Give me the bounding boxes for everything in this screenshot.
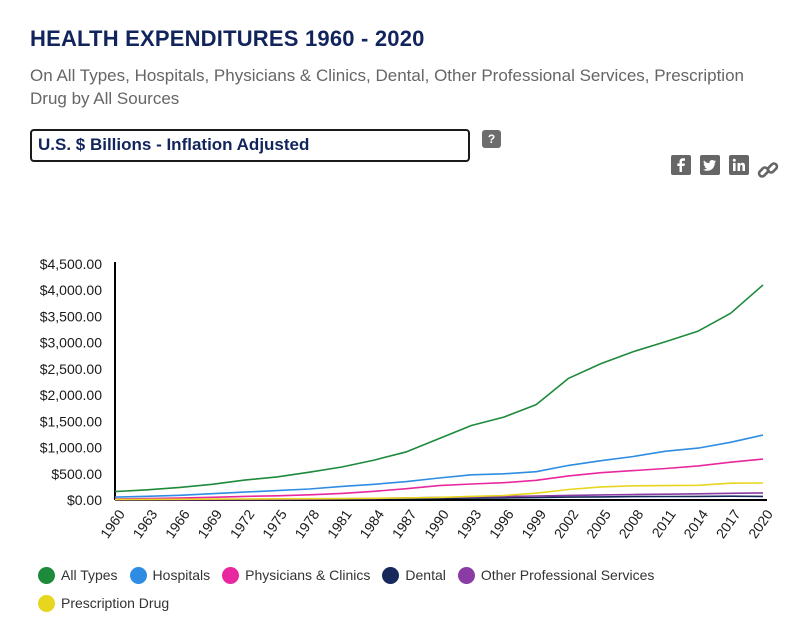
legend-label: Prescription Drug — [61, 595, 170, 611]
y-tick-label: $0.00 — [67, 492, 102, 508]
legend-marker — [457, 566, 475, 584]
legend-label: Physicians & Clinics — [245, 567, 371, 583]
x-tick-label: 2005 — [583, 506, 614, 541]
x-tick-label: 1999 — [518, 506, 549, 541]
legend-label: All Types — [61, 567, 118, 583]
help-button[interactable]: ? — [482, 130, 501, 148]
x-tick-label: 1960 — [97, 506, 128, 541]
x-tick-label: 1972 — [227, 506, 258, 541]
x-tick-label: 2008 — [615, 506, 646, 541]
link-icon[interactable] — [756, 158, 780, 182]
series-line-1 — [114, 434, 764, 498]
x-tick-label: 1978 — [291, 506, 322, 541]
chart-legend: All Types Hospitals Physicians & Clinics De… — [38, 566, 778, 622]
x-tick-label: 1975 — [259, 506, 290, 541]
x-tick-label: 1966 — [162, 506, 193, 541]
measure-select[interactable]: U.S. $ Billions - Inflation Adjusted — [30, 129, 470, 162]
y-tick-label: $1,500.00 — [40, 413, 102, 429]
facebook-icon[interactable] — [671, 155, 691, 175]
y-tick-label: $3,500.00 — [40, 308, 102, 324]
x-tick-label: 2011 — [648, 506, 678, 540]
y-tick-label: $2,500.00 — [40, 361, 102, 377]
series-line-5 — [114, 482, 764, 501]
y-tick-label: $4,000.00 — [40, 282, 102, 298]
line-chart: $0.00 $500.00 $1,000.00 $1,500.00 $2,000.00 $… — [40, 256, 776, 541]
legend-marker — [38, 594, 55, 612]
legend-item[interactable]: Prescription Drug — [38, 594, 169, 612]
y-tick-label: $4,500.00 — [40, 256, 102, 272]
twitter-icon[interactable] — [700, 155, 720, 175]
linkedin-icon[interactable] — [729, 155, 749, 175]
x-tick-label: 1963 — [129, 506, 160, 541]
legend-item[interactable]: Other Professional Services — [457, 566, 655, 584]
y-tick-label: $500.00 — [51, 466, 102, 482]
legend-label: Hospitals — [152, 567, 211, 583]
x-tick-label: 1969 — [194, 506, 225, 541]
chart-title: HEALTH EXPENDITURES 1960 - 2020 — [30, 26, 425, 51]
legend-item[interactable]: Physicians & Clinics — [222, 566, 370, 584]
x-tick-label: 2020 — [745, 506, 776, 541]
legend-marker — [38, 566, 55, 584]
legend-item[interactable]: Hospitals — [129, 566, 211, 584]
legend-label: Other Professional Services — [480, 567, 655, 583]
x-tick-label: 1984 — [356, 506, 387, 541]
x-tick-label: 1993 — [453, 506, 484, 541]
x-tick-label: 1996 — [486, 506, 517, 541]
x-tick-label: 2014 — [680, 506, 711, 541]
legend-marker — [222, 566, 240, 584]
series-line-2 — [114, 458, 764, 500]
x-tick-label: 1990 — [421, 506, 452, 541]
series-line-0 — [114, 284, 764, 493]
x-tick-label: 2017 — [713, 506, 744, 541]
y-tick-label: $1,000.00 — [40, 440, 102, 456]
y-tick-label: $3,000.00 — [40, 335, 102, 351]
legend-marker — [382, 566, 400, 584]
legend-label: Dental — [405, 567, 446, 583]
legend-item[interactable]: All Types — [38, 566, 118, 584]
legend-marker — [129, 566, 147, 584]
x-tick-label: 2002 — [551, 506, 582, 541]
y-tick-label: $2,000.00 — [40, 387, 102, 403]
legend-item[interactable]: Dental — [382, 566, 446, 584]
x-tick-label: 1981 — [324, 506, 355, 541]
x-tick-label: 1987 — [389, 506, 420, 541]
chart-subtitle: On All Types, Hospitals, Physicians & Cl… — [30, 66, 744, 108]
